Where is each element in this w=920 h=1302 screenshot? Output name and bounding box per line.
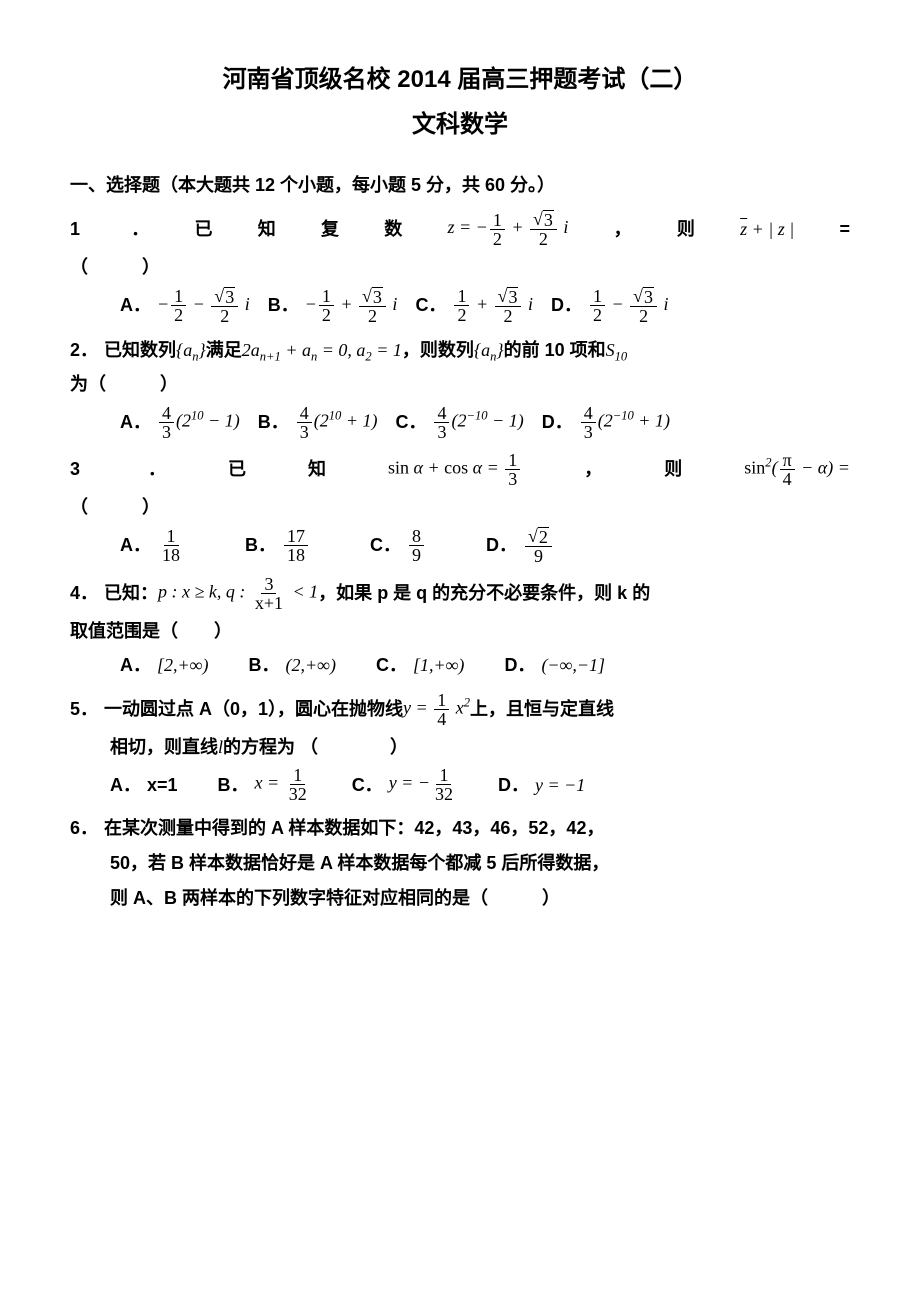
q5-option-a: A．x=1 xyxy=(110,770,178,801)
q4-option-c: C．[1,+∞) xyxy=(376,650,464,681)
q1-expr-result: z + | z | xyxy=(740,214,794,245)
q2-seq1: {an} xyxy=(176,335,206,366)
q3-option-c: C． 89 xyxy=(370,527,426,564)
q2-cond: 2an+1 + an = 0, a2 = 1 xyxy=(242,335,402,366)
q1-options: A． −12 − 32 i B． −12 + 32 i C． 12 + 32 i… xyxy=(120,287,850,325)
q1-blank: （ ） xyxy=(70,252,160,283)
question-2: 2． 已知数列 {an} 满足 2an+1 + an = 0, a2 = 1 ，… xyxy=(70,335,850,441)
q1-text-6: 则 xyxy=(677,214,695,245)
question-1: 1 ． 已 知 复 数 z = −12 + 32 i ， 则 z + | z |… xyxy=(70,210,850,325)
q4-option-a: A．[2,+∞) xyxy=(120,650,208,681)
q3-number: 3 xyxy=(70,454,80,485)
q6-text-1: 在某次测量中得到的 A 样本数据如下：42，43，46，52，42， xyxy=(104,813,604,844)
q2-blank: 为（ ） xyxy=(70,369,178,400)
q3-option-a: A． 118 xyxy=(120,527,185,564)
q1-option-c: C． 12 + 32 i xyxy=(415,287,533,325)
q2-seq2: {an} xyxy=(474,335,504,366)
q3-blank: （ ） xyxy=(70,492,160,523)
exam-title: 河南省顶级名校 2014 届高三押题考试（二） xyxy=(70,60,850,101)
q1-dot: ． xyxy=(131,214,149,245)
q6-line3: 则 A、B 两样本的下列数字特征对应相同的是（ ） xyxy=(110,883,560,914)
q5-option-c: C． y = −132 xyxy=(352,766,458,803)
q3-text-4: 则 xyxy=(664,454,682,485)
q5-parabola: y = 14 x2 xyxy=(403,691,470,728)
q5-options: A．x=1 B． x = 132 C． y = −132 D． y = −1 xyxy=(110,766,850,803)
q2-s10: S10 xyxy=(606,335,628,366)
q4-text-1: 已知： xyxy=(104,578,158,609)
q2-option-a: A． 43(210 − 1) xyxy=(120,404,240,441)
q3-options: A． 118 B． 1718 C． 89 D． 29 xyxy=(120,527,850,565)
q3-option-d: D． 29 xyxy=(486,527,554,565)
q1-text-1: 已 xyxy=(195,214,213,245)
q3-text-3: ， xyxy=(584,454,602,485)
q2-text-3: ，则数列 xyxy=(402,335,474,366)
q1-eq: = xyxy=(839,214,850,245)
q5-text-1: 一动圆过点 A（0，1），圆心在抛物线 xyxy=(104,694,403,725)
q1-text-5: ， xyxy=(614,214,632,245)
q2-text-1: 已知数列 xyxy=(104,335,176,366)
q5-text-2: 上，且恒与定直线 xyxy=(470,694,614,725)
q3-text-1: 已 xyxy=(228,454,246,485)
question-3: 3 ． 已 知 sin α + cos α = 13 ， 则 sin2(π4 −… xyxy=(70,451,850,565)
q4-text-2: ，如果 p 是 q 的充分不必要条件，则 k 的 xyxy=(318,578,650,609)
section-1-heading: 一、选择题（本大题共 12 个小题，每小题 5 分，共 60 分。） xyxy=(70,170,850,201)
q1-number: 1 xyxy=(70,214,80,245)
q5-number: 5． xyxy=(70,694,98,725)
q1-option-d: D． 12 − 32 i xyxy=(551,287,669,325)
q3-option-b: B． 1718 xyxy=(245,527,310,564)
q3-dot: ． xyxy=(148,454,166,485)
q3-text-2: 知 xyxy=(308,454,326,485)
q2-option-b: B． 43(210 + 1) xyxy=(258,404,378,441)
question-6: 6． 在某次测量中得到的 A 样本数据如下：42，43，46，52，42， 50… xyxy=(70,813,850,913)
q2-options: A． 43(210 − 1) B． 43(210 + 1) C． 43(2−10… xyxy=(120,404,850,441)
q5-option-b: B． x = 132 xyxy=(218,766,312,803)
q5-option-d: D． y = −1 xyxy=(498,770,585,801)
q6-line2: 50，若 B 样本数据恰好是 A 样本数据每个都减 5 后所得数据， xyxy=(110,848,609,879)
q4-options: A．[2,+∞) B．(2,+∞) C．[1,+∞) D．(−∞,−1] xyxy=(120,650,850,681)
q6-number: 6． xyxy=(70,813,98,844)
q4-option-b: B．(2,+∞) xyxy=(248,650,335,681)
q1-text-3: 复 xyxy=(321,214,339,245)
q3-expr-1: sin α + cos α = 13 xyxy=(388,451,522,488)
q3-expr-2: sin2(π4 − α) = xyxy=(744,451,850,488)
q1-text-2: 知 xyxy=(258,214,276,245)
q5-line2a: 相切，则直线 xyxy=(110,732,218,763)
q4-expr: p : x ≥ k, q : 3x+1 < 1 xyxy=(158,575,318,612)
q2-number: 2． xyxy=(70,335,98,366)
q1-text-4: 数 xyxy=(384,214,402,245)
q2-option-c: C． 43(2−10 − 1) xyxy=(395,404,523,441)
exam-subtitle: 文科数学 xyxy=(70,105,850,146)
q2-option-d: D． 43(2−10 + 1) xyxy=(542,404,670,441)
q4-line2: 取值范围是（ ） xyxy=(70,616,232,647)
q1-expr-z: z = −12 + 32 i xyxy=(448,210,569,248)
q4-number: 4． xyxy=(70,578,98,609)
q1-option-b: B． −12 + 32 i xyxy=(268,287,398,325)
q5-line2b: 的方程为 （ ） xyxy=(223,732,408,763)
q1-option-a: A． −12 − 32 i xyxy=(120,287,250,325)
question-4: 4． 已知： p : x ≥ k, q : 3x+1 < 1 ，如果 p 是 q… xyxy=(70,575,850,681)
question-5: 5． 一动圆过点 A（0，1），圆心在抛物线 y = 14 x2 上，且恒与定直… xyxy=(70,691,850,804)
q2-text-4: 的前 10 项和 xyxy=(504,335,606,366)
q4-option-d: D．(−∞,−1] xyxy=(504,650,605,681)
q2-text-2: 满足 xyxy=(206,335,242,366)
